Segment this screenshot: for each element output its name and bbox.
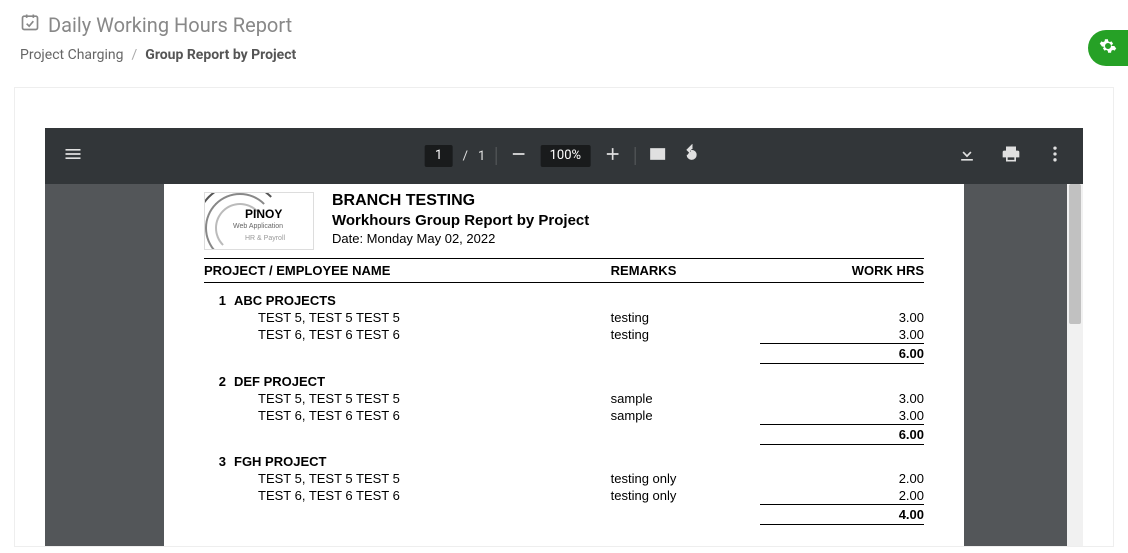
zoom-level-input[interactable]: 100% xyxy=(540,145,590,167)
zoom-out-button[interactable] xyxy=(506,144,530,168)
report-date: Date: Monday May 02, 2022 xyxy=(332,231,589,246)
current-page-input[interactable]: 1 xyxy=(425,145,453,167)
settings-tab[interactable] xyxy=(1088,30,1128,66)
menu-button[interactable] xyxy=(61,144,85,168)
breadcrumb-current: Group Report by Project xyxy=(145,47,296,63)
project-name: ABC PROJECTS xyxy=(234,283,611,310)
hamburger-icon xyxy=(63,144,83,168)
pdf-viewer: 1 / 1 100% xyxy=(45,128,1083,546)
report-title: Workhours Group Report by Project xyxy=(332,212,589,229)
employee-remarks: testing xyxy=(611,309,760,326)
plus-icon xyxy=(602,144,622,168)
breadcrumb-separator: / xyxy=(132,47,138,63)
more-button[interactable] xyxy=(1043,144,1067,168)
report-company: BRANCH TESTING xyxy=(332,192,589,210)
employee-remarks: testing only xyxy=(611,470,760,487)
employee-remarks: testing xyxy=(611,326,760,344)
print-icon xyxy=(1001,144,1021,168)
subtotal-row: 6.00 xyxy=(204,344,924,364)
zoom-in-button[interactable] xyxy=(600,144,624,168)
employee-name: TEST 6, TEST 6 TEST 6 xyxy=(234,407,611,425)
minus-icon xyxy=(508,144,528,168)
print-button[interactable] xyxy=(999,144,1023,168)
employee-hours: 3.00 xyxy=(760,407,924,425)
employee-hours: 3.00 xyxy=(760,326,924,344)
page-title: Daily Working Hours Report xyxy=(48,13,292,37)
employee-remarks: sample xyxy=(611,390,760,407)
gears-icon xyxy=(1099,37,1117,59)
pdf-page: PINOY Web Application HR & Payroll BRANC… xyxy=(164,184,964,546)
employee-row: TEST 5, TEST 5 TEST 5testing only2.00 xyxy=(204,470,924,487)
employee-name: TEST 6, TEST 6 TEST 6 xyxy=(234,326,611,344)
breadcrumb: Project Charging / Group Report by Proje… xyxy=(20,47,1108,63)
project-name: DEF PROJECT xyxy=(234,364,611,390)
toolbar-divider xyxy=(495,147,496,165)
total-pages: 1 xyxy=(478,149,485,164)
pdf-scroll-area[interactable]: PINOY Web Application HR & Payroll BRANC… xyxy=(45,184,1083,546)
employee-name: TEST 5, TEST 5 TEST 5 xyxy=(234,470,611,487)
rotate-button[interactable] xyxy=(679,144,703,168)
col-remarks: REMARKS xyxy=(611,259,760,283)
fit-page-button[interactable] xyxy=(645,144,669,168)
logo-sub2: HR & Payroll xyxy=(245,235,285,242)
project-index: 2 xyxy=(204,364,234,390)
page-header: Daily Working Hours Report Project Charg… xyxy=(0,0,1128,63)
employee-name: TEST 6, TEST 6 TEST 6 xyxy=(234,487,611,505)
content-panel: 1 / 1 100% xyxy=(14,87,1114,547)
employee-row: TEST 6, TEST 6 TEST 6testing only2.00 xyxy=(204,487,924,505)
download-icon xyxy=(957,144,977,168)
project-name: FGH PROJECT xyxy=(234,444,611,470)
subtotal-row: 6.00 xyxy=(204,424,924,444)
rotate-icon xyxy=(681,144,701,168)
employee-name: TEST 5, TEST 5 TEST 5 xyxy=(234,309,611,326)
subtotal-row: 4.00 xyxy=(204,505,924,525)
logo-sub1: Web Application xyxy=(233,223,283,230)
toolbar-divider xyxy=(634,147,635,165)
logo-name: PINOY xyxy=(245,207,282,221)
vertical-scrollbar[interactable] xyxy=(1067,184,1083,546)
calendar-check-icon xyxy=(20,12,40,37)
employee-row: TEST 6, TEST 6 TEST 6testing3.00 xyxy=(204,326,924,344)
subtotal-hours: 6.00 xyxy=(760,424,924,444)
page-separator: / xyxy=(463,149,468,164)
employee-hours: 2.00 xyxy=(760,487,924,505)
employee-name: TEST 5, TEST 5 TEST 5 xyxy=(234,390,611,407)
subtotal-hours: 4.00 xyxy=(760,505,924,525)
employee-hours: 3.00 xyxy=(760,309,924,326)
fit-page-icon xyxy=(647,144,667,168)
subtotal-hours: 6.00 xyxy=(760,344,924,364)
employee-row: TEST 5, TEST 5 TEST 5testing3.00 xyxy=(204,309,924,326)
company-logo: PINOY Web Application HR & Payroll xyxy=(204,192,314,250)
col-name: PROJECT / EMPLOYEE NAME xyxy=(204,259,611,283)
employee-row: TEST 6, TEST 6 TEST 6sample3.00 xyxy=(204,407,924,425)
project-row: 2DEF PROJECT xyxy=(204,364,924,390)
employee-hours: 3.00 xyxy=(760,390,924,407)
scrollbar-thumb[interactable] xyxy=(1069,184,1081,324)
project-row: 1ABC PROJECTS xyxy=(204,283,924,310)
employee-hours: 2.00 xyxy=(760,470,924,487)
breadcrumb-parent[interactable]: Project Charging xyxy=(20,47,124,63)
project-row: 3FGH PROJECT xyxy=(204,444,924,470)
download-button[interactable] xyxy=(955,144,979,168)
report-table: PROJECT / EMPLOYEE NAME REMARKS WORK HRS… xyxy=(204,258,924,525)
col-hours: WORK HRS xyxy=(760,259,924,283)
project-index: 3 xyxy=(204,444,234,470)
employee-remarks: testing only xyxy=(611,487,760,505)
employee-remarks: sample xyxy=(611,407,760,425)
pdf-toolbar: 1 / 1 100% xyxy=(45,128,1083,184)
project-index: 1 xyxy=(204,283,234,310)
employee-row: TEST 5, TEST 5 TEST 5sample3.00 xyxy=(204,390,924,407)
more-vertical-icon xyxy=(1045,144,1065,168)
